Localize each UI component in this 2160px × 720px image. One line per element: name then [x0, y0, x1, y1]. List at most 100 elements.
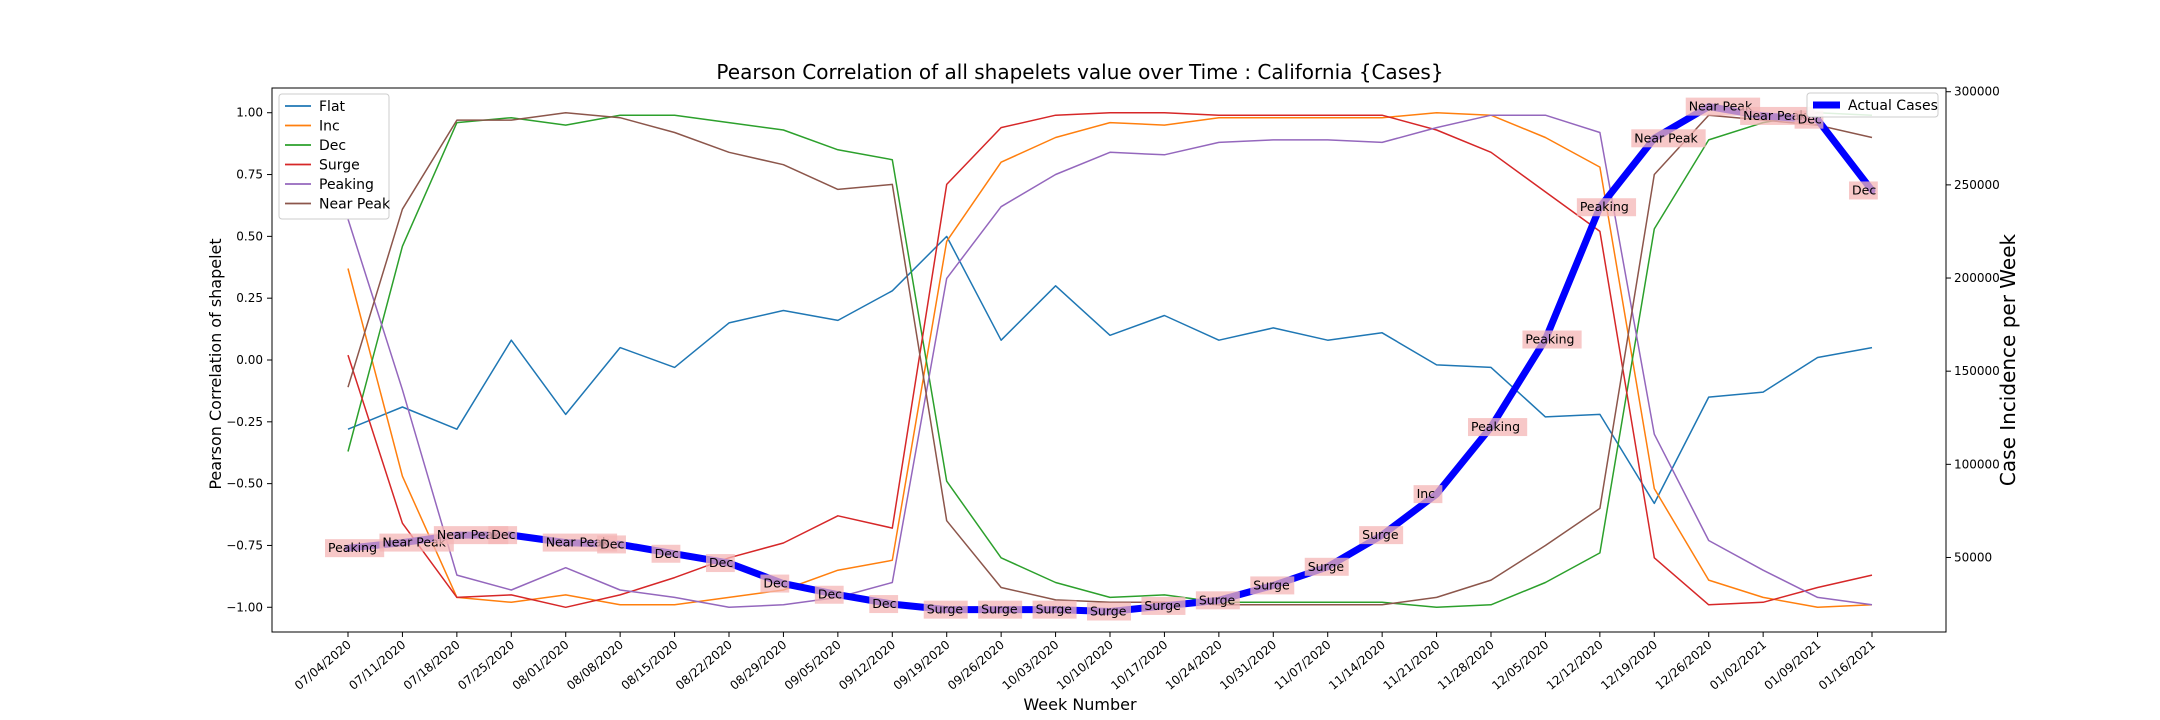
- x-tick-label: 07/11/2020: [346, 638, 408, 693]
- annotation-label: Surge: [927, 602, 964, 617]
- annotation: Peaking: [325, 539, 385, 558]
- annotation: Dec: [869, 595, 899, 614]
- annotation-box: [1250, 576, 1295, 595]
- annotation-label: Peaking: [1525, 332, 1574, 347]
- annotation: Dec: [651, 544, 681, 563]
- legend-shapelets: Flat Inc Dec Surge Peaking Near Peak: [278, 93, 391, 220]
- y-tick-label: 0.00: [236, 353, 263, 367]
- annotation: Dec: [488, 526, 518, 545]
- x-tick-label: 10/03/2020: [1000, 638, 1062, 693]
- y-tick-label: 0.75: [236, 168, 263, 182]
- annotation-box: [869, 595, 899, 614]
- annotation-label: Dec: [491, 527, 515, 542]
- x-tick-label: 11/28/2020: [1435, 638, 1497, 693]
- annotation: Surge: [923, 600, 968, 619]
- x-tick-label: 01/02/2021: [1707, 638, 1769, 693]
- annotation-label: Dec: [763, 576, 787, 591]
- legend-label: Dec: [319, 138, 346, 154]
- legend-box: [1806, 92, 1939, 118]
- annotation-box: [488, 526, 518, 545]
- annotation-box: [325, 539, 385, 558]
- y2-axis-label: Case Incidence per Week: [1996, 234, 2020, 487]
- annotation-box: [814, 585, 844, 604]
- annotation-box: [978, 600, 1023, 619]
- annotation: Dec: [706, 554, 735, 573]
- y2-tick-label: 150000: [1954, 364, 2000, 378]
- y-tick-label: −0.75: [226, 538, 263, 552]
- annotation-label: Near Peak: [546, 535, 610, 550]
- annotation: Surge: [1141, 596, 1186, 615]
- annotation-label: Surge: [1090, 604, 1127, 619]
- legend-label: Near Peak: [319, 197, 391, 213]
- annotation-label: Surge: [1253, 577, 1290, 592]
- x-tick-label: 08/15/2020: [619, 638, 681, 693]
- annotation-label: Dec: [818, 587, 842, 602]
- x-tick-label: 01/16/2021: [1816, 638, 1878, 693]
- annotation-label: Surge: [981, 602, 1018, 617]
- annotation: Surge: [1087, 602, 1131, 621]
- annotation-label: Peaking: [328, 540, 377, 555]
- annotation-label: Dec: [600, 536, 624, 551]
- annotation-label: Near Peak: [1634, 130, 1698, 145]
- y-axis-label: Pearson Correlation of shapelet: [206, 238, 225, 489]
- x-tick-label: 08/22/2020: [673, 638, 735, 693]
- annotation-label: Surge: [1199, 592, 1236, 607]
- annotation-box: [1087, 602, 1131, 621]
- x-tick-label: 08/01/2020: [510, 638, 572, 693]
- y-tick-label: −0.25: [226, 415, 263, 429]
- x-tick-label: 01/09/2021: [1762, 638, 1824, 693]
- y-tick-label: −1.00: [226, 600, 263, 614]
- annotation: Inc: [1413, 485, 1443, 504]
- annotation-label: Dec: [655, 546, 679, 561]
- annotation-label: Surge: [1308, 559, 1345, 574]
- x-tick-label: 09/12/2020: [836, 638, 898, 693]
- annotation-box: [706, 554, 735, 573]
- annotation: Surge: [978, 600, 1023, 619]
- x-tick-label: 10/17/2020: [1108, 638, 1170, 693]
- chart-title: Pearson Correlation of all shapelets val…: [716, 60, 1443, 84]
- annotation: Surge: [1250, 576, 1295, 595]
- annotation: Surge: [1032, 600, 1077, 619]
- annotation: Dec: [760, 574, 790, 593]
- annotation: Peaking: [1576, 198, 1637, 217]
- annotation-box: [760, 574, 790, 593]
- y-tick-label: 1.00: [236, 106, 263, 120]
- series-line-near-peak: [347, 111, 1873, 606]
- y2-tick-label: 250000: [1954, 178, 2000, 192]
- annotation-box: [1141, 596, 1186, 615]
- y2-tick-label: 200000: [1954, 271, 2000, 285]
- series-line-peaking: [347, 114, 1873, 609]
- annotation: Dec: [1849, 181, 1878, 200]
- annotation-box: [1032, 600, 1077, 619]
- annotation-label: Surge: [1036, 602, 1073, 617]
- annotation-box: [1631, 129, 1706, 148]
- x-tick-label: 09/19/2020: [891, 638, 953, 693]
- x-tick-label: 11/21/2020: [1381, 638, 1443, 693]
- annotation: Peaking: [1522, 330, 1582, 349]
- y2-tick-label: 300000: [1954, 85, 2000, 99]
- y2-tick-label: 50000: [1954, 550, 1992, 564]
- x-tick-label: 08/29/2020: [727, 638, 789, 693]
- y-tick-label: −0.50: [226, 477, 263, 491]
- annotation-label: Dec: [709, 555, 733, 570]
- annotation: Dec: [597, 535, 626, 554]
- annotation-label: Surge: [1362, 527, 1399, 542]
- x-tick-label: 10/24/2020: [1163, 638, 1225, 693]
- annotation-box: [1849, 181, 1878, 200]
- legend-label: Actual Cases: [1848, 98, 1938, 114]
- x-tick-label: 12/19/2020: [1598, 638, 1660, 693]
- annotation-label: Dec: [1852, 182, 1876, 197]
- annotation: Surge: [1304, 557, 1349, 576]
- series-line-surge: [347, 111, 1873, 609]
- x-tick-label: 12/12/2020: [1544, 638, 1606, 693]
- legend-actual-cases: Actual Cases: [1806, 92, 1939, 118]
- x-tick-label: 09/26/2020: [945, 638, 1007, 693]
- annotation: Surge: [1195, 591, 1240, 610]
- annotation-label: Peaking: [1471, 419, 1520, 434]
- x-tick-label: 12/05/2020: [1489, 638, 1551, 693]
- series-line-inc: [347, 111, 1873, 609]
- annotation-box: [1304, 557, 1349, 576]
- x-tick-label: 10/10/2020: [1054, 638, 1116, 693]
- annotation-label: Near Peak: [1743, 108, 1807, 123]
- annotation-box: [651, 544, 681, 563]
